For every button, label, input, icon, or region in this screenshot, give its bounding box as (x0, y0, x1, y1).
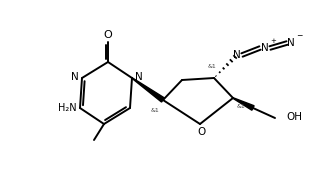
Text: O: O (198, 127, 206, 137)
Polygon shape (132, 78, 164, 102)
Text: N: N (287, 38, 295, 48)
Text: &1: &1 (151, 108, 159, 113)
Text: H₂N: H₂N (58, 103, 77, 113)
Text: N: N (71, 72, 79, 82)
Text: &1: &1 (208, 65, 216, 70)
Text: O: O (104, 30, 113, 40)
Text: N: N (233, 50, 241, 60)
Text: +: + (270, 38, 276, 44)
Text: N: N (261, 43, 269, 53)
Polygon shape (233, 98, 254, 110)
Text: &1: &1 (237, 104, 245, 109)
Text: −: − (296, 31, 302, 41)
Text: OH: OH (286, 112, 302, 122)
Text: N: N (135, 72, 143, 82)
